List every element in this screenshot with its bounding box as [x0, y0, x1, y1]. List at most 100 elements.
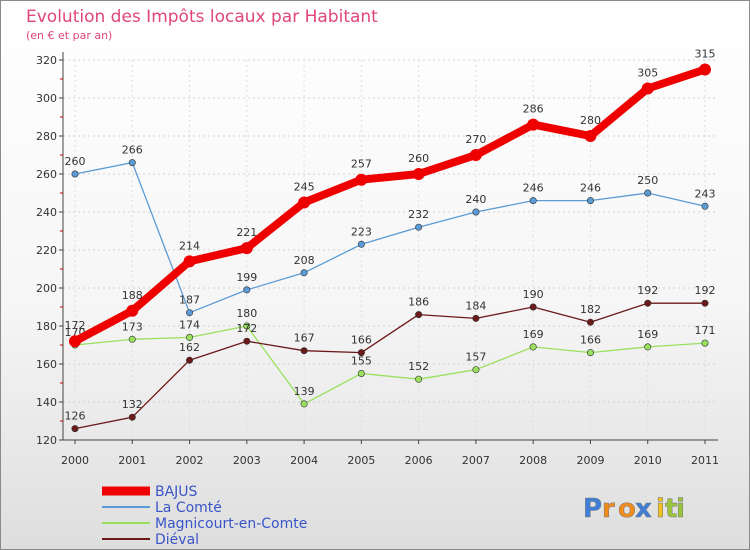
- x-tick-label: 2000: [61, 454, 89, 467]
- data-label: 186: [408, 296, 429, 309]
- data-label: 260: [65, 155, 86, 168]
- x-tick-label: 2001: [118, 454, 146, 467]
- data-point: [183, 255, 196, 268]
- data-point: [415, 223, 423, 231]
- series-la-comte: 260 266 187 199 208 223 232 240 246 246 250 243: [65, 144, 716, 317]
- y-tick-label: 140: [36, 396, 57, 409]
- data-label: 199: [236, 271, 257, 284]
- data-point: [472, 366, 480, 374]
- data-label: 221: [236, 226, 257, 239]
- data-point: [586, 349, 594, 357]
- data-label: 286: [523, 103, 544, 116]
- data-point: [641, 82, 654, 95]
- data-point: [300, 269, 308, 277]
- x-tick-label: 2007: [462, 454, 490, 467]
- data-point: [69, 335, 81, 348]
- data-point: [357, 369, 365, 377]
- x-tick-label: 2003: [233, 454, 261, 467]
- data-point: [644, 189, 652, 197]
- data-label: 187: [179, 294, 200, 307]
- data-point: [472, 208, 480, 216]
- legend-label: La Comté: [155, 500, 222, 516]
- data-point: [472, 314, 480, 322]
- data-point: [126, 304, 139, 317]
- data-label: 139: [294, 385, 315, 398]
- data-point: [243, 337, 251, 345]
- x-tick-label: 2008: [519, 454, 547, 467]
- axes: 120 140 160 180 200 220 240 260 280 300 320 2000 200…: [36, 52, 719, 467]
- data-point: [71, 170, 79, 178]
- data-point: [186, 356, 194, 364]
- series-dieval: 126 132 162 172 167 166 186 184 190 182 192 192: [65, 284, 716, 433]
- logo-letter: x: [635, 494, 652, 524]
- data-label: 173: [122, 320, 143, 333]
- data-label: 188: [122, 289, 143, 302]
- data-point: [584, 130, 597, 142]
- data-label: 155: [351, 355, 372, 368]
- logo-letter: t: [665, 494, 677, 524]
- x-tick-label: 2002: [176, 454, 204, 467]
- y-tick-label: 200: [36, 282, 57, 295]
- y-tick-label: 300: [36, 92, 57, 105]
- data-label: 214: [179, 239, 200, 252]
- data-point: [701, 339, 709, 347]
- data-label: 166: [580, 334, 601, 347]
- series-line: [74, 161, 706, 314]
- data-point: [186, 333, 194, 341]
- y-tick-label: 320: [36, 54, 57, 67]
- data-point: [243, 322, 251, 330]
- data-point: [644, 299, 652, 307]
- data-label: 192: [695, 284, 716, 297]
- data-label: 257: [351, 158, 372, 171]
- data-point: [300, 347, 308, 355]
- data-point: [128, 159, 136, 167]
- series-line: [74, 302, 706, 430]
- data-point: [469, 149, 482, 161]
- grid: [63, 59, 718, 441]
- data-label: 305: [637, 67, 658, 80]
- data-label: 266: [122, 144, 143, 157]
- data-point: [71, 425, 79, 433]
- data-label: 280: [580, 114, 601, 127]
- logo-letter: i: [656, 494, 665, 524]
- data-label: 260: [408, 152, 429, 165]
- data-label: 167: [294, 332, 315, 345]
- data-label: 169: [523, 328, 544, 341]
- data-point: [128, 335, 136, 343]
- data-label: 166: [351, 334, 372, 347]
- data-point: [586, 197, 594, 205]
- data-point: [240, 242, 253, 255]
- data-point: [415, 375, 423, 383]
- y-tick-label: 280: [36, 130, 57, 143]
- data-point: [527, 118, 540, 131]
- chart-title: Evolution des Impôts locaux par Habitant: [26, 7, 378, 27]
- data-label: 246: [580, 182, 601, 195]
- legend-label: Diéval: [155, 532, 199, 548]
- x-tick-label: 2010: [634, 454, 662, 467]
- data-point: [186, 309, 194, 317]
- data-point: [300, 400, 308, 408]
- x-tick-label: 2009: [576, 454, 604, 467]
- data-point: [701, 202, 709, 210]
- logo-letter: P: [583, 494, 602, 524]
- y-tick-label: 160: [36, 358, 57, 371]
- data-point: [243, 286, 251, 294]
- data-label: 132: [122, 398, 143, 411]
- legend-label: Magnicourt-en-Comte: [155, 516, 307, 532]
- data-label: 180: [236, 307, 257, 320]
- data-point: [357, 349, 365, 357]
- data-point: [357, 240, 365, 248]
- data-point: [699, 63, 711, 76]
- chart-subtitle: (en € et par an): [26, 29, 112, 42]
- data-label: 245: [294, 181, 315, 194]
- data-label: 223: [351, 225, 372, 238]
- y-tick-label: 240: [36, 206, 57, 219]
- data-point: [415, 311, 423, 319]
- data-label: 270: [465, 133, 486, 146]
